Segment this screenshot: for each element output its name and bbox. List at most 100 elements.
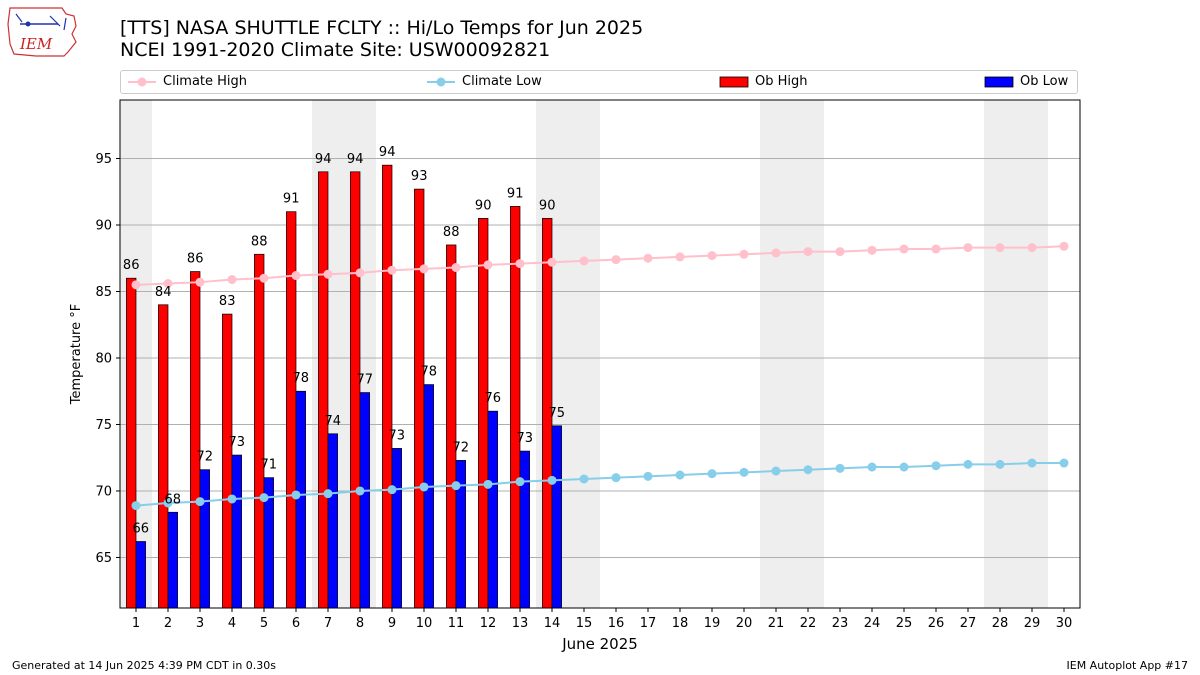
climate-high-point: [419, 264, 429, 274]
climate-high-point: [931, 244, 941, 254]
climate-high-point: [291, 271, 301, 281]
y-tick-label: 70: [95, 484, 112, 499]
y-tick-label: 80: [95, 351, 112, 366]
x-tick-label: 15: [576, 616, 593, 631]
x-tick-label: 11: [448, 616, 465, 631]
ob-low-bar: [135, 541, 146, 609]
ob-high-label: 86: [187, 252, 204, 267]
climate-low-point: [739, 467, 749, 477]
climate-high-point: [611, 255, 621, 265]
climate-low-point: [387, 485, 397, 495]
ob-low-bar: [423, 384, 434, 609]
climate-high-point: [963, 243, 973, 253]
climate-low-point: [803, 465, 813, 475]
climate-low-point: [1027, 458, 1037, 468]
ob-low-bar: [295, 390, 306, 609]
x-tick-label: 18: [672, 616, 689, 631]
climate-low-point: [579, 474, 589, 484]
ob-high-label: 91: [507, 186, 524, 201]
climate-high-point: [483, 260, 493, 270]
x-axis-label: June 2025: [561, 635, 638, 653]
climate-low-point: [995, 459, 1005, 469]
climate-high-point: [259, 273, 269, 283]
climate-high-point: [579, 256, 589, 266]
x-tick-label: 1: [132, 616, 140, 631]
ob-high-label: 84: [155, 285, 172, 300]
legend-label-climate-high: Climate High: [163, 74, 248, 89]
climate-high-point: [707, 251, 717, 261]
ob-high-bar: [126, 277, 137, 609]
x-tick-label: 7: [324, 616, 332, 631]
ob-low-bar: [391, 448, 402, 609]
y-tick-label: 95: [95, 152, 112, 167]
climate-high-point: [451, 263, 461, 273]
y-axis-label: Temperature °F: [69, 304, 84, 405]
climate-high-point: [1059, 241, 1069, 251]
climate-high-point: [1027, 243, 1037, 253]
climate-low-point: [323, 489, 333, 499]
ob-low-label: 74: [325, 414, 342, 429]
ob-low-label: 73: [229, 435, 246, 450]
ob-high-bar: [446, 244, 457, 609]
climate-low-line: [135, 462, 1064, 507]
plot-frame: [119, 99, 1081, 609]
bar-labels: 86 84 86 83 88 91 94 94 94 93 88 90 91 90 66 68 72 73 71 78…: [123, 145, 565, 536]
legend-label-climate-low: Climate Low: [462, 74, 542, 89]
climate-low-point: [611, 473, 621, 483]
ob-low-label: 78: [421, 365, 438, 380]
ob-high-label: 88: [443, 225, 460, 240]
climate-high-point: [995, 243, 1005, 253]
x-tick-label: 10: [416, 616, 433, 631]
ob-low-bar: [231, 454, 242, 609]
ob-low-bar: [359, 392, 370, 609]
ob-high-bar: [414, 188, 425, 609]
ob-high-bar: [382, 164, 393, 609]
weekend-band: [984, 100, 1016, 608]
climate-low-point: [707, 469, 717, 479]
ob-low-label: 72: [197, 450, 214, 465]
weekend-band: [1016, 100, 1048, 608]
y-axis: 65 70 75 80 85 90 95: [95, 152, 120, 566]
y-tick-label: 85: [95, 285, 112, 300]
legend-item-ob-high: Ob High: [719, 74, 808, 89]
climate-low-point: [547, 475, 557, 485]
climate-high-point: [675, 252, 685, 262]
climate-high-point: [771, 248, 781, 258]
ob-high-label: 94: [347, 152, 364, 167]
legend-label-ob-high: Ob High: [755, 74, 808, 89]
ob-high-label: 91: [283, 192, 300, 207]
ob-high-label: 86: [123, 258, 140, 273]
ob-high-label: 90: [539, 198, 556, 213]
ob-low-label: 77: [357, 373, 374, 388]
weekend-band: [568, 100, 600, 608]
ob-high-label: 93: [411, 169, 428, 184]
climate-low-point: [931, 461, 941, 471]
climate-low-point: [771, 466, 781, 476]
climate-low-point: [451, 481, 461, 491]
x-tick-label: 13: [512, 616, 529, 631]
climate-low-point: [1059, 458, 1069, 468]
ob-high-label: 94: [379, 145, 396, 160]
climate-high-swatch: [128, 77, 156, 86]
ob-high-bar: [190, 271, 201, 609]
climate-low-point: [131, 501, 141, 511]
climate-high-point: [803, 247, 813, 257]
ob-low-label: 75: [549, 406, 566, 421]
y-tick-label: 90: [95, 219, 112, 234]
x-tick-label: 3: [196, 616, 204, 631]
x-tick-label: 16: [608, 616, 625, 631]
climate-low-point: [419, 482, 429, 492]
x-tick-label: 20: [736, 616, 753, 631]
ob-low-label: 78: [293, 371, 310, 386]
legend-item-climate-low: Climate Low: [426, 74, 542, 89]
y-tick-label: 75: [95, 418, 112, 433]
x-tick-label: 12: [480, 616, 497, 631]
climate-low-point: [483, 479, 493, 489]
climate-low-point: [867, 462, 877, 472]
climate-low-point: [227, 494, 237, 504]
climate-high-point: [227, 275, 237, 285]
ob-high-bar: [478, 218, 489, 609]
ob-high-bar: [318, 171, 329, 609]
climate-high-point: [323, 269, 333, 279]
app-footer: IEM Autoplot App #17: [1066, 659, 1189, 672]
